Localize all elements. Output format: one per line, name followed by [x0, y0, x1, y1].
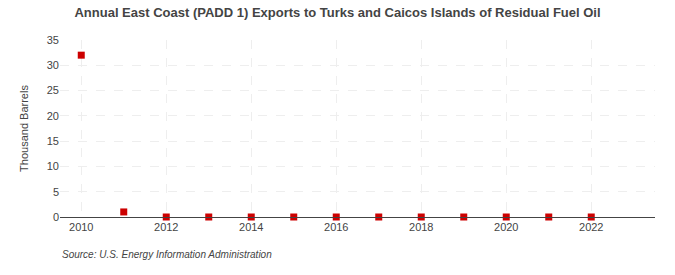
svg-text:2010: 2010: [69, 221, 93, 233]
svg-text:0: 0: [53, 211, 59, 223]
svg-text:2020: 2020: [494, 221, 518, 233]
svg-text:15: 15: [47, 135, 59, 147]
svg-text:Source: U.S. Energy Informatio: Source: U.S. Energy Information Administ…: [62, 249, 272, 260]
svg-text:2016: 2016: [324, 221, 348, 233]
svg-text:5: 5: [53, 186, 59, 198]
svg-text:2022: 2022: [579, 221, 603, 233]
svg-text:2014: 2014: [239, 221, 263, 233]
svg-text:2012: 2012: [154, 221, 178, 233]
svg-text:30: 30: [47, 59, 59, 71]
svg-text:10: 10: [47, 160, 59, 172]
svg-text:2018: 2018: [409, 221, 433, 233]
svg-text:20: 20: [47, 110, 59, 122]
svg-text:Annual East Coast (PADD 1) Exp: Annual East Coast (PADD 1) Exports to Tu…: [74, 5, 600, 20]
svg-text:35: 35: [47, 34, 59, 46]
svg-text:Thousand Barrels: Thousand Barrels: [18, 85, 30, 172]
svg-text:25: 25: [47, 84, 59, 96]
